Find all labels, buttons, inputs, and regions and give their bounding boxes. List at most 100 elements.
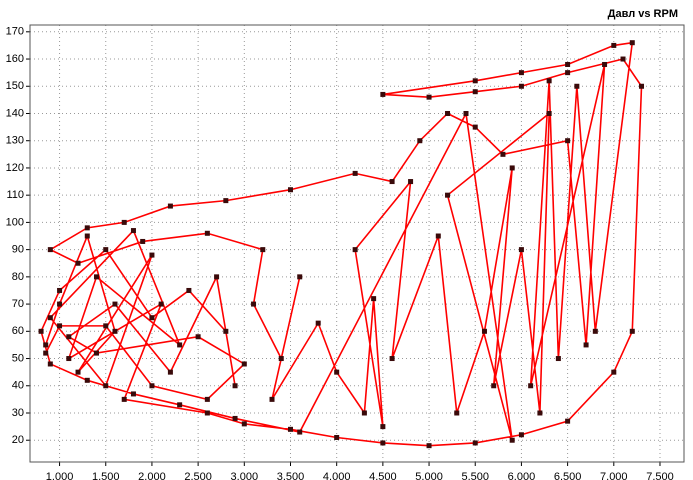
marker [149,315,155,321]
marker [315,320,321,326]
marker [518,247,524,253]
marker [177,402,183,408]
marker [103,323,109,329]
y-tick-label: 150 [6,80,24,92]
marker [361,410,367,416]
marker [241,361,247,367]
y-tick-label: 60 [12,325,24,337]
marker [472,440,478,446]
marker [565,70,571,76]
marker [472,78,478,84]
marker [57,301,63,307]
marker [334,369,340,375]
y-tick-label: 50 [12,352,24,364]
marker [214,274,220,280]
marker [592,328,598,334]
marker [130,228,136,234]
marker [629,328,635,334]
x-tick-label: 2.000 [138,471,166,480]
marker [186,287,192,293]
marker [223,198,229,204]
marker [639,83,645,89]
marker [389,356,395,362]
x-tick-label: 3.500 [277,471,305,480]
y-tick-label: 80 [12,271,24,283]
marker [251,301,257,307]
y-tick-label: 140 [6,107,24,119]
marker [380,440,386,446]
y-tick-label: 100 [6,216,24,228]
marker [241,421,247,427]
x-tick-label: 5.000 [415,471,443,480]
marker [500,151,506,157]
marker [38,328,44,334]
marker [43,350,49,356]
x-tick-label: 6.000 [508,471,536,480]
marker [574,83,580,89]
x-tick-label: 7.000 [600,471,628,480]
marker [84,233,90,239]
marker [565,138,571,144]
marker [472,124,478,130]
marker [555,356,561,362]
marker [454,410,460,416]
marker [352,247,358,253]
y-tick-label: 120 [6,162,24,174]
marker [103,383,109,389]
marker [57,287,63,293]
marker [94,274,100,280]
marker [509,165,515,171]
marker [463,110,469,116]
marker [611,369,617,375]
marker [140,238,146,244]
marker [287,187,293,193]
marker [472,89,478,95]
marker [167,369,173,375]
marker [509,437,515,443]
marker [546,110,552,116]
x-tick-label: 2.500 [184,471,212,480]
marker [112,328,118,334]
y-tick-label: 90 [12,244,24,256]
marker [417,138,423,144]
marker [167,203,173,209]
marker [445,110,451,116]
x-tick-label: 7.500 [646,471,674,480]
x-tick-label: 5.500 [461,471,489,480]
y-tick-label: 160 [6,53,24,65]
marker [629,40,635,46]
marker [297,429,303,435]
x-tick-label: 1.500 [92,471,120,480]
marker [426,443,432,449]
marker [204,230,210,236]
marker [195,334,201,340]
marker [426,94,432,100]
marker [528,383,534,389]
marker [57,323,63,329]
marker [565,61,571,67]
x-tick-label: 3.000 [231,471,259,480]
marker [149,383,155,389]
marker [75,369,81,375]
marker [204,410,210,416]
y-tick-label: 130 [6,135,24,147]
y-tick-label: 70 [12,298,24,310]
x-tick-label: 4.500 [369,471,397,480]
y-tick-label: 20 [12,434,24,446]
y-tick-label: 30 [12,407,24,419]
marker [380,424,386,430]
marker [518,83,524,89]
y-tick-label: 110 [6,189,24,201]
marker [47,315,53,321]
marker [380,91,386,97]
marker [47,361,53,367]
marker [565,418,571,424]
marker [518,70,524,76]
marker [260,247,266,253]
marker [112,301,118,307]
marker [204,396,210,402]
marker [481,328,487,334]
marker [537,410,543,416]
